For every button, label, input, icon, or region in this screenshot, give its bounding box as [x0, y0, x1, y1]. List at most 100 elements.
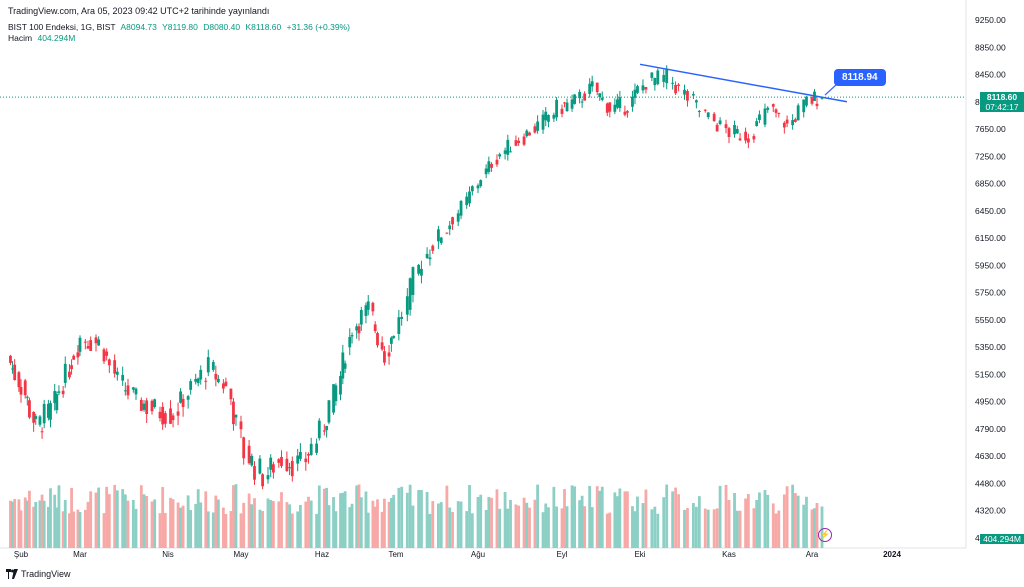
- volume-bar: [744, 498, 747, 548]
- candle-body: [618, 97, 622, 109]
- volume-bar: [490, 497, 493, 548]
- candle-body: [738, 138, 742, 141]
- volume-bar: [528, 507, 531, 548]
- volume-bar: [139, 485, 143, 548]
- candle-body: [633, 89, 637, 98]
- volume-bar: [40, 494, 44, 548]
- volume-bar: [583, 506, 587, 548]
- candle-body: [662, 75, 666, 82]
- volume-label[interactable]: Hacim: [8, 33, 33, 43]
- y-tick-label: 5550.00: [975, 315, 1006, 325]
- volume-bar: [456, 501, 460, 548]
- volume-bar: [234, 484, 238, 548]
- candle-body: [70, 365, 73, 370]
- candle-body: [94, 337, 98, 344]
- candle-body: [383, 351, 386, 363]
- volume-bar: [359, 497, 363, 548]
- candle-body: [176, 411, 180, 416]
- candle-body: [598, 93, 602, 97]
- time-axis: Şub Mar Nis May Haz Tem Ağu Eyl Eki Kas Ara 2024: [14, 550, 902, 559]
- ohlc-open: A8094.73: [120, 22, 157, 32]
- candle-body: [341, 352, 345, 379]
- ohlc-high: Y8119.80: [162, 22, 198, 32]
- volume-bar: [261, 510, 264, 548]
- volume-row: Hacim 404.294M: [8, 33, 353, 44]
- volume-bar: [327, 505, 331, 548]
- candle-body: [758, 114, 761, 121]
- y-tick-label: 7650.00: [975, 124, 1006, 134]
- volume-bar: [186, 495, 190, 548]
- volume-bar: [150, 501, 154, 548]
- volume-bar: [476, 496, 480, 548]
- volume-bar: [656, 513, 660, 548]
- volume-bar: [113, 484, 117, 548]
- volume-bar: [487, 497, 491, 548]
- volume-bar: [600, 486, 604, 548]
- volume-bar: [42, 500, 46, 548]
- volume-bar: [608, 512, 612, 548]
- published-header: TradingView.com, Ara 05, 2023 09:42 UTC+…: [8, 6, 270, 16]
- candle-body: [715, 124, 719, 132]
- volume-bar: [514, 504, 518, 548]
- volume-bar: [229, 511, 233, 548]
- volume-bar: [408, 484, 412, 548]
- volume-bar: [38, 500, 42, 548]
- candle-body: [802, 99, 806, 113]
- volume-bar: [420, 489, 423, 548]
- candle-body: [437, 229, 440, 242]
- volume-bar: [325, 487, 329, 548]
- candle-body: [677, 84, 680, 86]
- volume-bar: [277, 501, 281, 548]
- candle-body: [272, 464, 275, 473]
- volume-bar: [727, 499, 731, 548]
- candle-body: [746, 138, 750, 143]
- x-tick-label: Şub: [14, 550, 29, 559]
- volume-bar: [794, 493, 797, 548]
- candle-body: [239, 421, 243, 430]
- volume-bar: [613, 492, 617, 548]
- x-tick-label: Nis: [162, 550, 174, 559]
- candle-body: [288, 467, 291, 469]
- candle-body: [665, 68, 669, 84]
- candle-body: [703, 109, 707, 111]
- candle-body: [459, 200, 463, 216]
- candle-body: [322, 430, 326, 432]
- volume-bar: [11, 501, 14, 548]
- volume-bar: [142, 494, 146, 548]
- volume-bar: [547, 507, 550, 548]
- candle-body: [528, 132, 531, 136]
- y-tick-label: 6450.00: [975, 206, 1006, 216]
- volume-bar: [662, 497, 666, 548]
- volume-bar: [484, 509, 488, 548]
- candle-body: [692, 94, 695, 96]
- candle-body: [479, 180, 483, 187]
- volume-bar: [161, 486, 165, 548]
- volume-bar: [258, 509, 262, 548]
- candle-body: [405, 296, 409, 315]
- volume-bar: [242, 502, 246, 548]
- candle-body: [269, 457, 273, 470]
- volume-bar: [636, 496, 639, 548]
- candle-body: [774, 109, 778, 113]
- symbol-name[interactable]: BIST 100 Endeksi, 1G, BIST: [8, 22, 116, 32]
- volume-bar: [216, 499, 220, 548]
- y-tick-label: 4630.00: [975, 451, 1006, 461]
- flash-icon[interactable]: ⚡: [818, 528, 832, 542]
- candle-body: [503, 150, 507, 154]
- candle-body: [465, 196, 469, 206]
- candle-body: [573, 94, 576, 104]
- candle-body: [439, 237, 443, 244]
- volume-bar: [63, 499, 67, 548]
- candle-body: [495, 159, 499, 165]
- volume-bar: [598, 490, 602, 548]
- candle-body: [163, 413, 167, 424]
- volume-bar: [522, 497, 526, 548]
- volume-bar: [28, 490, 31, 548]
- volume-bar: [588, 485, 592, 548]
- volume-bar: [623, 491, 627, 548]
- candle-body: [448, 225, 452, 230]
- volume-bar: [46, 506, 50, 548]
- volume-bar: [322, 488, 326, 548]
- volume-bar: [158, 513, 162, 548]
